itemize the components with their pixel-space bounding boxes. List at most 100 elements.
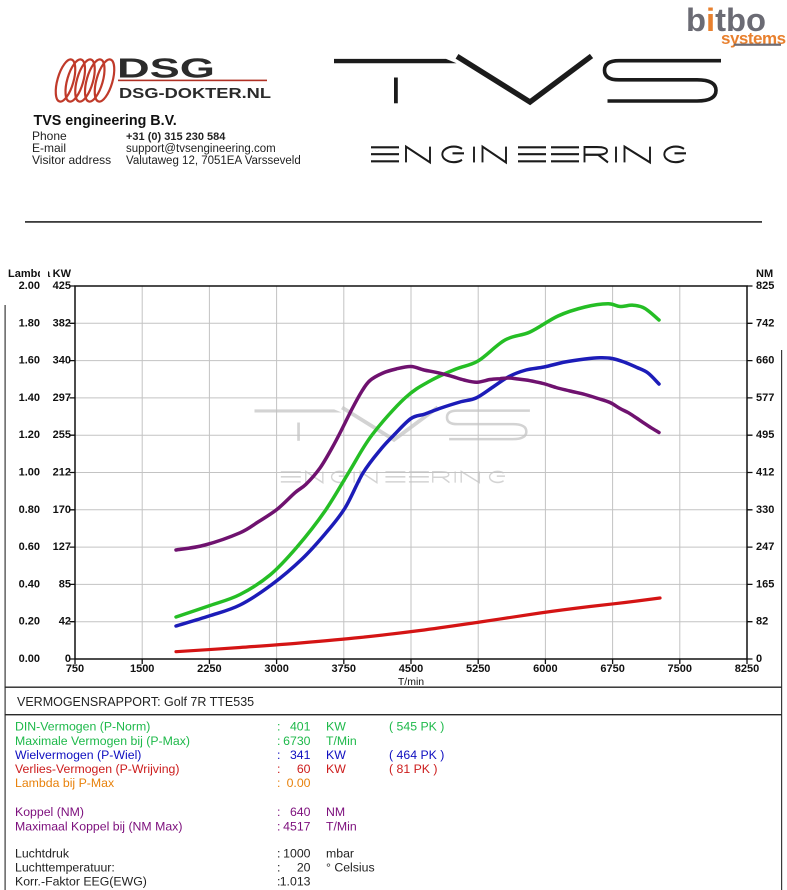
svg-text::: : bbox=[277, 734, 280, 748]
svg-text:KW: KW bbox=[326, 762, 346, 776]
svg-text:412: 412 bbox=[756, 467, 774, 479]
svg-text:3750: 3750 bbox=[332, 663, 356, 675]
svg-text:1.60: 1.60 bbox=[19, 355, 40, 367]
svg-text:85: 85 bbox=[59, 578, 71, 590]
svg-text:0.00: 0.00 bbox=[287, 776, 311, 790]
svg-text:42: 42 bbox=[59, 616, 71, 628]
svg-text:1.80: 1.80 bbox=[19, 317, 40, 329]
svg-text::: : bbox=[277, 847, 280, 861]
svg-text:660: 660 bbox=[756, 355, 774, 367]
svg-text:8250: 8250 bbox=[735, 663, 759, 675]
svg-text:401: 401 bbox=[290, 720, 311, 734]
svg-text:Maximaal Koppel bij (NM Max): Maximaal Koppel bij (NM Max) bbox=[15, 820, 182, 834]
svg-text:1.20: 1.20 bbox=[19, 429, 40, 441]
svg-text:341: 341 bbox=[290, 748, 311, 762]
svg-text:0: 0 bbox=[756, 653, 762, 665]
svg-text:495: 495 bbox=[756, 429, 774, 441]
svg-text:systems: systems bbox=[721, 29, 786, 48]
svg-text:Valutaweg 12, 7051EA Varsse: Valutaweg 12, 7051EA Varsseveld bbox=[126, 155, 301, 167]
svg-text:1.00: 1.00 bbox=[19, 467, 40, 479]
svg-text:4517: 4517 bbox=[283, 820, 311, 834]
svg-text:170: 170 bbox=[53, 504, 71, 516]
svg-text:2.00: 2.00 bbox=[19, 280, 40, 292]
svg-text:T/Min: T/Min bbox=[326, 820, 357, 834]
svg-text:Verlies-Vermogen (P-Wrijving): Verlies-Vermogen (P-Wrijving) bbox=[15, 762, 179, 776]
svg-text:1000: 1000 bbox=[283, 847, 311, 861]
svg-text:127: 127 bbox=[53, 541, 71, 553]
svg-text::: : bbox=[277, 820, 280, 834]
svg-text::: : bbox=[277, 762, 280, 776]
svg-text:165: 165 bbox=[756, 578, 774, 590]
svg-text:NM: NM bbox=[756, 268, 773, 280]
svg-text:( 81 PK ): ( 81 PK ) bbox=[389, 762, 438, 776]
svg-text:20: 20 bbox=[297, 861, 311, 875]
svg-text:support@tvsengineering.com: support@tvsengineering.com bbox=[126, 143, 276, 155]
svg-text:0.40: 0.40 bbox=[19, 578, 40, 590]
svg-text:0.80: 0.80 bbox=[19, 504, 40, 516]
svg-text:Phone: Phone bbox=[32, 129, 67, 143]
svg-text:6730: 6730 bbox=[283, 734, 311, 748]
svg-text:2250: 2250 bbox=[197, 663, 221, 675]
svg-text:742: 742 bbox=[756, 317, 774, 329]
svg-text:1500: 1500 bbox=[130, 663, 154, 675]
svg-text:247: 247 bbox=[756, 541, 774, 553]
svg-text:° Celsius: ° Celsius bbox=[326, 861, 375, 875]
svg-text:DSG: DSG bbox=[117, 53, 215, 84]
svg-text:5250: 5250 bbox=[466, 663, 490, 675]
svg-text::: : bbox=[277, 748, 280, 762]
svg-text:bitbo: bitbo bbox=[686, 2, 766, 38]
svg-text:Visitor address: Visitor address bbox=[32, 153, 111, 167]
svg-text:T/Min: T/Min bbox=[326, 734, 357, 748]
svg-text:T/min: T/min bbox=[398, 676, 424, 688]
svg-text:4500: 4500 bbox=[399, 663, 423, 675]
svg-text:TVS engineering B.V.: TVS engineering B.V. bbox=[34, 113, 177, 129]
svg-text:KW: KW bbox=[53, 268, 72, 280]
svg-text:mbar: mbar bbox=[326, 847, 354, 861]
svg-text::: : bbox=[277, 776, 280, 790]
svg-text:KW: KW bbox=[326, 720, 346, 734]
svg-text:255: 255 bbox=[53, 429, 71, 441]
svg-text:Korr.-Faktor EEG(EWG): Korr.-Faktor EEG(EWG) bbox=[15, 875, 147, 889]
svg-text:DIN-Vermogen (P-Norm): DIN-Vermogen (P-Norm) bbox=[15, 720, 150, 734]
svg-text:0.60: 0.60 bbox=[19, 541, 40, 553]
svg-text:60: 60 bbox=[297, 762, 311, 776]
svg-text:750: 750 bbox=[66, 663, 84, 675]
svg-text:6750: 6750 bbox=[600, 663, 624, 675]
svg-text:212: 212 bbox=[53, 467, 71, 479]
svg-text:82: 82 bbox=[756, 616, 768, 628]
svg-text:7500: 7500 bbox=[668, 663, 692, 675]
svg-text:Luchtdruk: Luchtdruk bbox=[15, 847, 70, 861]
svg-text:Wielvermogen (P-Wiel): Wielvermogen (P-Wiel) bbox=[15, 748, 141, 762]
svg-text:577: 577 bbox=[756, 392, 774, 404]
svg-text:E-mail: E-mail bbox=[32, 141, 66, 155]
svg-text:1.013: 1.013 bbox=[280, 875, 311, 889]
svg-text:6000: 6000 bbox=[533, 663, 557, 675]
svg-text:Koppel (NM): Koppel (NM) bbox=[15, 805, 84, 819]
svg-text:+31 (0) 315 230 584: +31 (0) 315 230 584 bbox=[126, 131, 226, 143]
svg-text:1.40: 1.40 bbox=[19, 392, 40, 404]
svg-text:Luchttemperatuur:: Luchttemperatuur: bbox=[15, 861, 115, 875]
svg-text:( 464 PK ): ( 464 PK ) bbox=[389, 748, 444, 762]
svg-text:( 545 PK ): ( 545 PK ) bbox=[389, 720, 444, 734]
svg-text:0.20: 0.20 bbox=[19, 616, 40, 628]
svg-text:3000: 3000 bbox=[264, 663, 288, 675]
svg-text:0.00: 0.00 bbox=[19, 653, 40, 665]
svg-text::: : bbox=[277, 720, 280, 734]
svg-text:340: 340 bbox=[53, 355, 71, 367]
svg-text:640: 640 bbox=[290, 805, 311, 819]
svg-text:0: 0 bbox=[65, 653, 71, 665]
svg-text:DSG-DOKTER.NL: DSG-DOKTER.NL bbox=[119, 85, 271, 102]
svg-text::: : bbox=[277, 861, 280, 875]
svg-text::: : bbox=[277, 875, 280, 889]
svg-text:KW: KW bbox=[326, 748, 346, 762]
svg-text:297: 297 bbox=[53, 392, 71, 404]
svg-text:Maximale Vermogen bij (P-Max): Maximale Vermogen bij (P-Max) bbox=[15, 734, 190, 748]
svg-text:Lambda bij P-Max: Lambda bij P-Max bbox=[15, 776, 115, 790]
svg-text:330: 330 bbox=[756, 504, 774, 516]
svg-text:382: 382 bbox=[53, 317, 71, 329]
svg-text::: : bbox=[277, 805, 280, 819]
svg-text:NM: NM bbox=[326, 805, 345, 819]
svg-text:425: 425 bbox=[53, 280, 71, 292]
svg-text:VERMOGENSRAPPORT: Golf 7R TTE5: VERMOGENSRAPPORT: Golf 7R TTE535 bbox=[17, 695, 254, 709]
svg-text:825: 825 bbox=[756, 280, 774, 292]
